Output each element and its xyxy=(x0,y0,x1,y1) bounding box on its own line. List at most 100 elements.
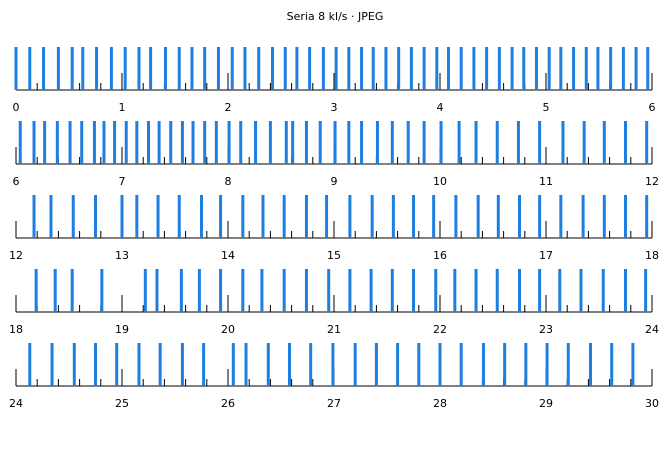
shot-bar xyxy=(81,47,85,90)
shot-bar xyxy=(241,195,245,238)
shot-bar xyxy=(496,195,500,238)
shot-bar xyxy=(624,195,627,238)
shot-bar xyxy=(325,195,329,238)
shot-bar xyxy=(230,47,234,90)
shot-bar xyxy=(547,47,551,90)
x-tick-label: 19 xyxy=(115,323,129,336)
shot-bar xyxy=(645,195,649,238)
shot-bar xyxy=(602,195,606,238)
shot-bar xyxy=(391,195,395,238)
shot-bar xyxy=(219,195,223,238)
shot-bar xyxy=(371,47,375,90)
shot-bar xyxy=(109,47,113,90)
shot-bar xyxy=(495,269,499,312)
shot-bar xyxy=(291,121,295,164)
shot-bar xyxy=(572,47,576,90)
shot-bar xyxy=(34,269,38,312)
chart-title: Seria 8 kl/s · JPEG xyxy=(287,10,384,23)
shot-bar xyxy=(100,269,104,312)
shot-bar xyxy=(331,343,335,386)
shot-bar xyxy=(71,195,75,238)
shot-bar xyxy=(32,195,36,238)
x-tick-label: 12 xyxy=(645,175,659,188)
shot-bar xyxy=(157,121,161,164)
shot-bar xyxy=(474,121,478,164)
x-tick-label: 12 xyxy=(9,249,23,262)
x-tick-label: 21 xyxy=(327,323,341,336)
shot-bar xyxy=(149,47,153,90)
shot-bar xyxy=(50,343,54,386)
x-tick-label: 2 xyxy=(225,101,232,114)
x-tick-label: 20 xyxy=(221,323,235,336)
shot-bar xyxy=(589,343,593,386)
shot-bar xyxy=(510,47,514,90)
shot-bar xyxy=(485,47,489,90)
x-tick-label: 15 xyxy=(327,249,341,262)
shot-bar xyxy=(645,121,649,164)
shot-bar xyxy=(348,195,352,238)
shot-bar xyxy=(113,121,117,164)
x-tick-label: 30 xyxy=(645,397,659,410)
shot-bar xyxy=(14,47,18,90)
shot-bar xyxy=(137,343,141,386)
shot-bar xyxy=(70,269,74,312)
shot-bar xyxy=(374,343,378,386)
shot-bar xyxy=(459,343,463,386)
shot-bar xyxy=(333,121,337,164)
shot-bar xyxy=(390,121,394,164)
shot-bar xyxy=(409,47,413,90)
shot-bar xyxy=(135,195,139,238)
shot-bar xyxy=(321,47,325,90)
shot-bar xyxy=(70,47,74,90)
shot-bar xyxy=(624,121,627,164)
x-tick-label: 22 xyxy=(433,323,447,336)
shot-bar xyxy=(582,121,586,164)
shot-bar xyxy=(177,195,181,238)
x-tick-label: 10 xyxy=(433,175,447,188)
shot-bar xyxy=(397,47,401,90)
shot-bar xyxy=(284,121,288,164)
shot-bar xyxy=(260,269,264,312)
shot-bar xyxy=(191,121,195,164)
shot-bar xyxy=(534,47,538,90)
shot-bar xyxy=(200,195,203,238)
shot-bar xyxy=(435,47,439,90)
shot-bar xyxy=(163,47,167,90)
shot-bar xyxy=(158,343,162,386)
shot-bar xyxy=(95,47,99,90)
shot-bar xyxy=(347,47,351,90)
shot-bar xyxy=(254,121,258,164)
shot-bar xyxy=(227,121,231,164)
x-tick-label: 6 xyxy=(13,175,20,188)
shot-bar xyxy=(115,343,119,386)
shot-bar xyxy=(516,121,520,164)
shot-bar xyxy=(474,269,478,312)
shot-bar xyxy=(287,343,291,386)
shot-bar xyxy=(190,47,194,90)
shot-bar xyxy=(360,121,364,164)
shot-bar xyxy=(308,47,312,90)
shot-bar xyxy=(304,195,308,238)
shot-bar xyxy=(559,195,563,238)
shot-bar xyxy=(32,121,36,164)
x-tick-label: 18 xyxy=(645,249,659,262)
shot-bar xyxy=(214,121,218,164)
shot-bar xyxy=(18,121,22,164)
x-tick-label: 8 xyxy=(225,175,232,188)
shot-bar xyxy=(621,47,625,90)
shot-bar xyxy=(334,47,338,90)
shot-bar xyxy=(538,121,542,164)
shot-bar xyxy=(261,195,265,238)
x-tick-label: 24 xyxy=(645,323,659,336)
shot-bar xyxy=(124,121,128,164)
shot-bar xyxy=(244,343,248,386)
shot-bar xyxy=(80,121,84,164)
shot-bar xyxy=(422,47,426,90)
shot-bar xyxy=(422,121,426,164)
shot-bar xyxy=(481,343,485,386)
shot-bar xyxy=(257,47,261,90)
shot-bar xyxy=(56,47,60,90)
x-tick-label: 11 xyxy=(539,175,553,188)
shot-bar xyxy=(538,269,542,312)
